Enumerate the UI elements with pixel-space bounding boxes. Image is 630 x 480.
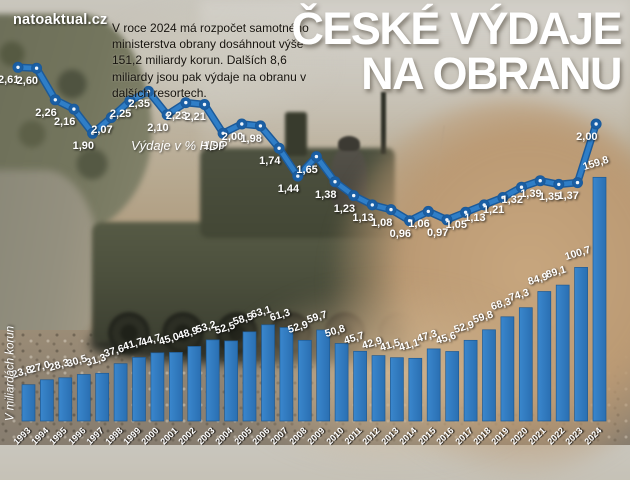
point-center-2013 <box>389 207 393 212</box>
bar-1994 <box>40 379 54 422</box>
bar-2016 <box>445 351 460 422</box>
defense-spending-chart <box>12 61 607 422</box>
bar-2006 <box>261 324 275 422</box>
point-center-2007 <box>277 146 281 150</box>
point-center-2022 <box>557 182 561 187</box>
point-center-1998 <box>109 115 114 120</box>
bar-2000 <box>150 352 165 422</box>
point-center-2015 <box>426 209 430 214</box>
point-center-2019 <box>501 195 505 200</box>
point-center-2009 <box>314 154 319 159</box>
point-center-2014 <box>407 219 412 223</box>
point-center-2003 <box>202 102 207 107</box>
tank-wheel <box>108 312 150 354</box>
point-center-2016 <box>445 218 449 222</box>
point-center-2005 <box>240 122 244 126</box>
bar-2018 <box>482 329 496 422</box>
point-center-2000 <box>146 89 151 94</box>
title-line-1: ČESKÉ VÝDAJE <box>291 3 622 54</box>
point-center-2024 <box>594 122 598 126</box>
point-center-2011 <box>352 193 356 198</box>
point-center-2021 <box>538 179 542 183</box>
point-center-2017 <box>463 210 468 214</box>
bar-2023 <box>574 267 588 422</box>
point-center-2008 <box>296 174 300 178</box>
tank-launcher <box>285 112 307 156</box>
bar-1993 <box>21 384 36 422</box>
bar-2001 <box>169 352 183 422</box>
bar-2024 <box>592 176 607 422</box>
bar-1998 <box>113 363 128 422</box>
bar-2020 <box>518 307 533 422</box>
point-center-2004 <box>221 131 225 135</box>
bar-axis-label: V miliardách korun <box>4 325 17 422</box>
tank-mast <box>381 92 386 154</box>
bar-1997 <box>95 372 110 422</box>
line-series-label: Výdaje v % HDP <box>131 138 228 153</box>
point-center-2002 <box>184 100 188 105</box>
point-center-1996 <box>72 107 76 111</box>
title-line-2: NA OBRANU <box>361 48 622 99</box>
bar-2002 <box>187 346 202 422</box>
point-center-2010 <box>333 180 337 184</box>
background-rocks <box>0 170 100 360</box>
bar-1996 <box>76 374 91 422</box>
natoaktual-logo[interactable]: natoaktual.cz <box>13 12 108 28</box>
bar-2005 <box>242 331 257 422</box>
point-center-1993 <box>16 65 20 70</box>
bar-2017 <box>463 339 478 422</box>
bar-2008 <box>297 339 312 422</box>
point-center-1997 <box>90 131 95 135</box>
bar-2010 <box>334 343 349 422</box>
bar-2022 <box>555 284 570 422</box>
bar-2004 <box>224 340 238 422</box>
point-center-1999 <box>128 99 132 103</box>
intro-text: V roce 2024 má rozpočet samotného minist… <box>112 21 309 100</box>
point-center-2006 <box>258 124 263 128</box>
bar-2014 <box>408 357 423 422</box>
bar-2015 <box>426 348 441 422</box>
bar-2007 <box>279 327 294 422</box>
soldier-helmet <box>338 136 360 151</box>
bar-2011 <box>353 350 367 422</box>
point-center-2020 <box>519 185 524 189</box>
point-center-2023 <box>575 180 580 185</box>
bar-2013 <box>390 357 404 422</box>
point-center-2018 <box>482 203 486 207</box>
bar-2009 <box>316 329 331 422</box>
page-title: ČESKÉ VÝDAJE NA OBRANU <box>291 3 622 99</box>
point-center-2001 <box>165 113 169 117</box>
bar-2021 <box>537 291 552 422</box>
bar-1995 <box>58 377 73 422</box>
bar-2003 <box>205 339 220 422</box>
bar-1999 <box>132 357 146 422</box>
point-center-1994 <box>34 66 39 70</box>
bar-2019 <box>500 316 515 422</box>
bar-2012 <box>371 355 386 422</box>
point-center-1995 <box>53 98 57 102</box>
point-center-2012 <box>370 203 374 207</box>
